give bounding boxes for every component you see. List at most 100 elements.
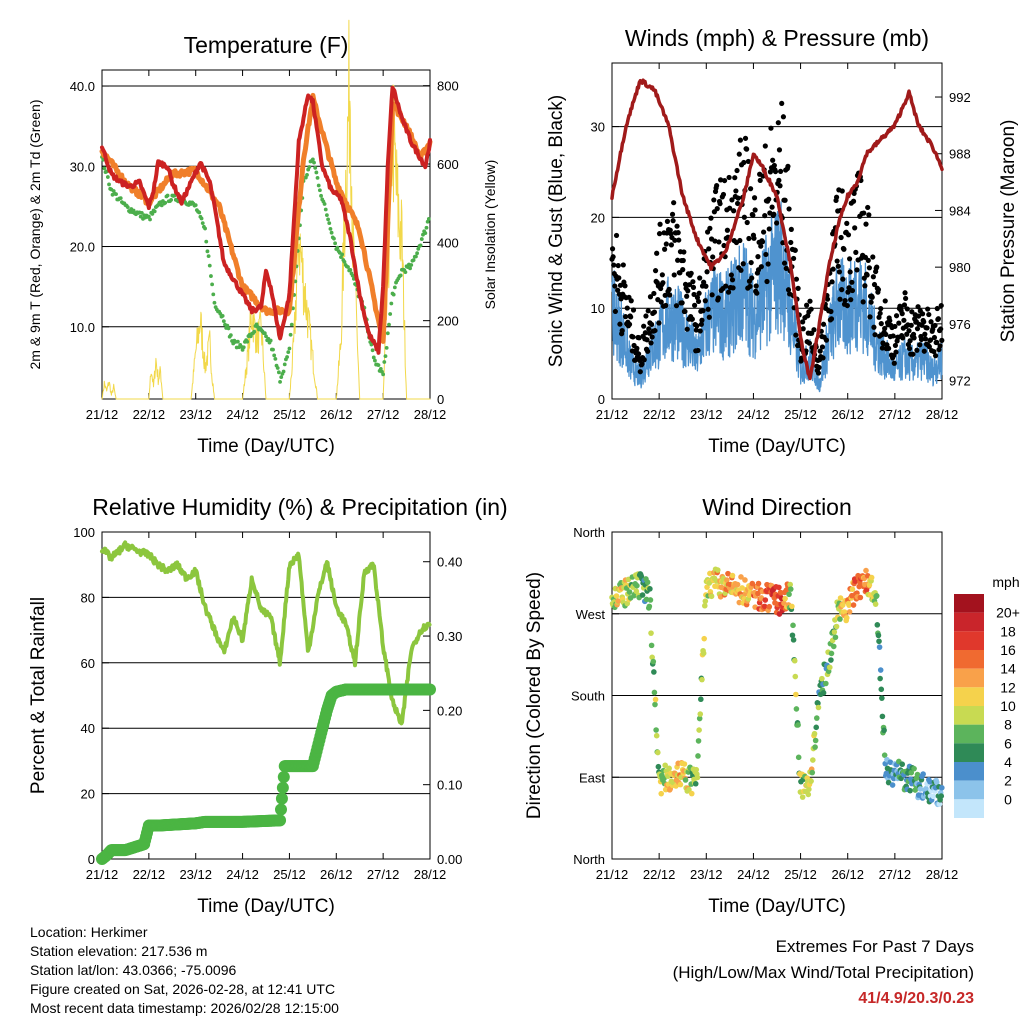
gust-point bbox=[776, 147, 783, 153]
gust-point bbox=[741, 214, 747, 220]
gust-point bbox=[800, 319, 806, 325]
direction-point bbox=[833, 623, 840, 630]
gust-point bbox=[872, 332, 878, 338]
direction-point bbox=[790, 637, 797, 643]
dewpoint-point bbox=[415, 251, 420, 256]
x-tick-label-1-2: 23/12 bbox=[690, 407, 723, 422]
direction-point bbox=[699, 676, 705, 683]
direction-point bbox=[875, 632, 882, 639]
gust-point bbox=[721, 177, 728, 184]
y2-tick-label-precip-2: 0.20 bbox=[437, 703, 462, 718]
direction-point bbox=[863, 567, 869, 574]
dewpoint-point bbox=[423, 231, 428, 236]
dewpoint-point bbox=[148, 217, 152, 222]
gust-point bbox=[860, 299, 866, 305]
gust-point bbox=[934, 305, 940, 312]
direction-point bbox=[887, 759, 894, 766]
dewpoint-point bbox=[340, 252, 345, 257]
gust-point bbox=[681, 249, 687, 255]
gust-point bbox=[758, 243, 764, 249]
sonic-wind-line bbox=[611, 201, 943, 393]
dewpoint-point bbox=[408, 266, 412, 271]
gust-point bbox=[932, 322, 938, 329]
x-tick-label-0-7: 28/12 bbox=[414, 407, 447, 422]
gust-point bbox=[755, 254, 761, 260]
gust-point bbox=[830, 266, 836, 272]
gust-point bbox=[662, 246, 668, 252]
gust-point bbox=[927, 337, 934, 343]
dewpoint-point bbox=[241, 345, 246, 350]
direction-point bbox=[787, 586, 794, 592]
gust-point bbox=[931, 334, 938, 341]
gust-point bbox=[617, 321, 623, 327]
dewpoint-point bbox=[419, 237, 424, 241]
y-tick-label-temp-2: 30.0 bbox=[70, 159, 95, 174]
gust-point bbox=[759, 239, 766, 245]
x-tick-label-1-3: 24/12 bbox=[737, 407, 770, 422]
gust-point bbox=[866, 265, 873, 271]
gust-point bbox=[723, 283, 729, 289]
station-pressure-line bbox=[610, 78, 944, 381]
gust-point bbox=[742, 135, 749, 141]
gust-point bbox=[845, 289, 851, 295]
direction-point bbox=[647, 597, 654, 603]
y2-tick-label-pressure-4: 988 bbox=[949, 147, 971, 162]
y-tick-label-temp-3: 40.0 bbox=[70, 79, 95, 94]
gust-point bbox=[909, 309, 915, 315]
direction-point bbox=[662, 786, 669, 793]
x-tick-label-2-6: 27/12 bbox=[367, 867, 400, 882]
chart-title-0: Temperature (F) bbox=[184, 32, 349, 58]
gust-point bbox=[750, 212, 756, 218]
gust-point bbox=[748, 259, 754, 266]
9m-temperature-line bbox=[99, 92, 433, 344]
gust-point bbox=[700, 308, 706, 314]
y2-axis-title-pressure: Station Pressure (Maroon) bbox=[998, 120, 1019, 343]
gust-point bbox=[711, 197, 717, 203]
gust-point bbox=[699, 317, 705, 323]
colorbar-title: mph bbox=[992, 574, 1019, 590]
y-tick-label-rh-3: 60 bbox=[81, 656, 95, 671]
gust-point bbox=[893, 349, 899, 355]
gust-point bbox=[654, 250, 660, 256]
gust-point bbox=[616, 275, 622, 281]
gust-point bbox=[735, 195, 741, 201]
colorbar-swatch-0 bbox=[954, 594, 984, 613]
gust-point bbox=[850, 198, 857, 204]
gust-point bbox=[887, 318, 893, 324]
x-tick-label-2-0: 21/12 bbox=[86, 867, 119, 882]
gust-point bbox=[939, 337, 945, 343]
weather-charts: Temperature (F) 21/12 22/12 23/12 24/12 25/12… bbox=[27, 19, 1020, 917]
direction-point bbox=[850, 602, 857, 608]
gust-point bbox=[780, 114, 787, 120]
gust-point bbox=[658, 285, 664, 292]
gust-point bbox=[836, 269, 843, 275]
gust-point bbox=[701, 279, 707, 285]
gust-point bbox=[890, 333, 896, 339]
y-tick-label-direction-1: East bbox=[579, 770, 605, 785]
gust-point bbox=[737, 137, 744, 143]
gust-point bbox=[847, 269, 853, 275]
direction-point bbox=[692, 780, 699, 787]
direction-point bbox=[837, 616, 843, 622]
gust-point bbox=[652, 268, 659, 274]
gust-point bbox=[652, 327, 658, 334]
gust-point bbox=[795, 285, 801, 291]
gust-point bbox=[867, 314, 873, 320]
gust-point bbox=[908, 322, 914, 328]
direction-point bbox=[830, 643, 837, 650]
gust-point bbox=[745, 158, 751, 165]
dewpoint-point bbox=[325, 213, 329, 218]
dewpoint-point bbox=[286, 350, 291, 354]
gust-point bbox=[729, 277, 736, 283]
gust-point bbox=[728, 272, 734, 278]
dewpoint-point bbox=[385, 331, 390, 336]
dewpoint-point bbox=[316, 183, 321, 188]
direction-point bbox=[846, 609, 853, 615]
gust-point bbox=[668, 242, 675, 248]
gust-point bbox=[871, 324, 877, 330]
direction-point bbox=[823, 680, 829, 687]
direction-point bbox=[792, 673, 799, 680]
station-location: Location: Herkimer bbox=[30, 924, 148, 940]
gust-point bbox=[671, 272, 677, 278]
gust-point bbox=[641, 357, 647, 363]
